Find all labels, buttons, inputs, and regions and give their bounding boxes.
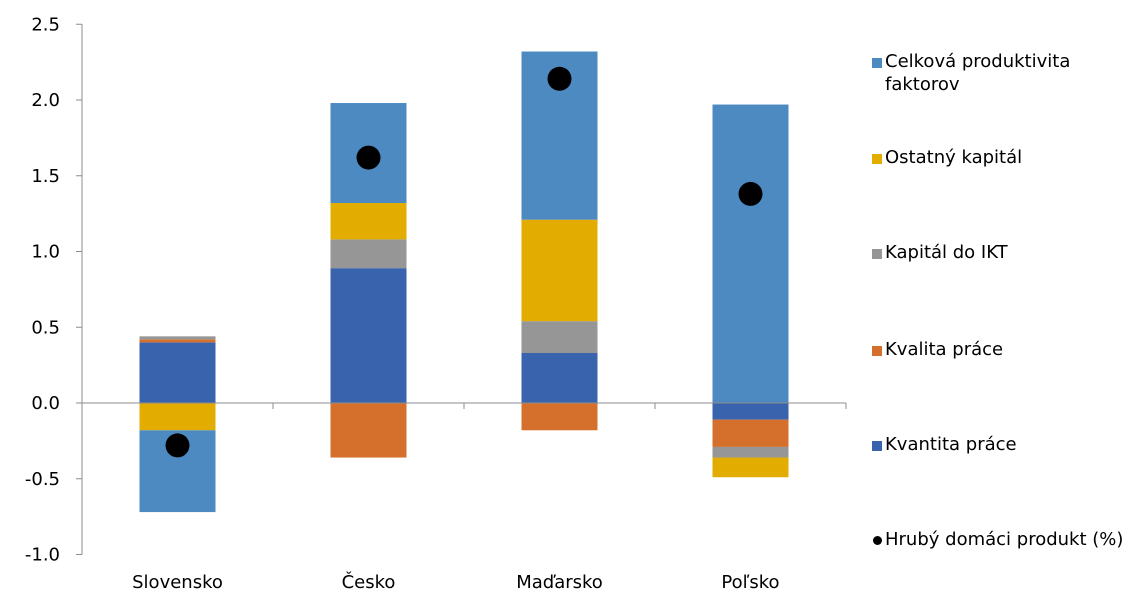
y-tick-label: -1.0 [25,545,60,566]
bar-segment [712,403,789,420]
bar-segment [139,339,216,343]
bar-segment [330,403,407,458]
legend-swatch-labour-quantity [872,441,882,451]
bar-segment [139,342,216,403]
legend-swatch-labour-quality [872,346,882,356]
bar-segment [521,353,598,403]
gdp-marker [356,145,381,170]
y-tick-label: -0.5 [25,469,60,490]
legend-marker-gdp [873,536,882,545]
x-tick-label: Slovensko [132,572,223,593]
x-tick-label: Maďarsko [516,572,603,593]
bar-segment [330,203,407,240]
gdp-marker [738,181,763,206]
bar-segment [521,321,598,354]
bar-segment [139,336,216,340]
bar-segment [139,403,216,431]
bar-segment [712,446,789,458]
legend-label-labour-quality: Kvalita práce [885,339,1004,360]
legend-swatch-ict-capital [872,249,882,259]
y-tick-label: 2.5 [31,14,60,35]
y-tick-label: 1.5 [31,166,60,187]
legend-label-other-capital: Ostatný kapitál [885,147,1023,168]
legend-swatch-tfp [872,58,882,68]
y-tick-label: 0.0 [31,393,60,414]
y-tick-label: 0.5 [31,317,60,338]
legend-label-ict-capital: Kapitál do IKT [885,242,1008,263]
bar-segment [712,457,789,478]
legend-label-tfp: Celková produktivita faktorov [885,51,1071,95]
y-tick-label: 2.0 [31,90,60,111]
gdp-marker [165,433,190,458]
legend-label-labour-quantity: Kvantita práce [885,434,1017,455]
x-tick-label: Poľsko [721,572,779,593]
x-tick-label: Česko [342,571,396,593]
bar-segment [521,403,598,431]
gdp-marker [547,66,572,91]
y-tick-label: 1.0 [31,242,60,263]
bar-segment [330,268,407,403]
bar-segment [521,219,598,322]
bar-segment [712,419,789,447]
bar-segment [712,104,789,404]
bar-segment [330,239,407,269]
legend-label-gdp: Hrubý domáci produkt (%) [885,529,1124,550]
legend-swatch-other-capital [872,154,882,164]
